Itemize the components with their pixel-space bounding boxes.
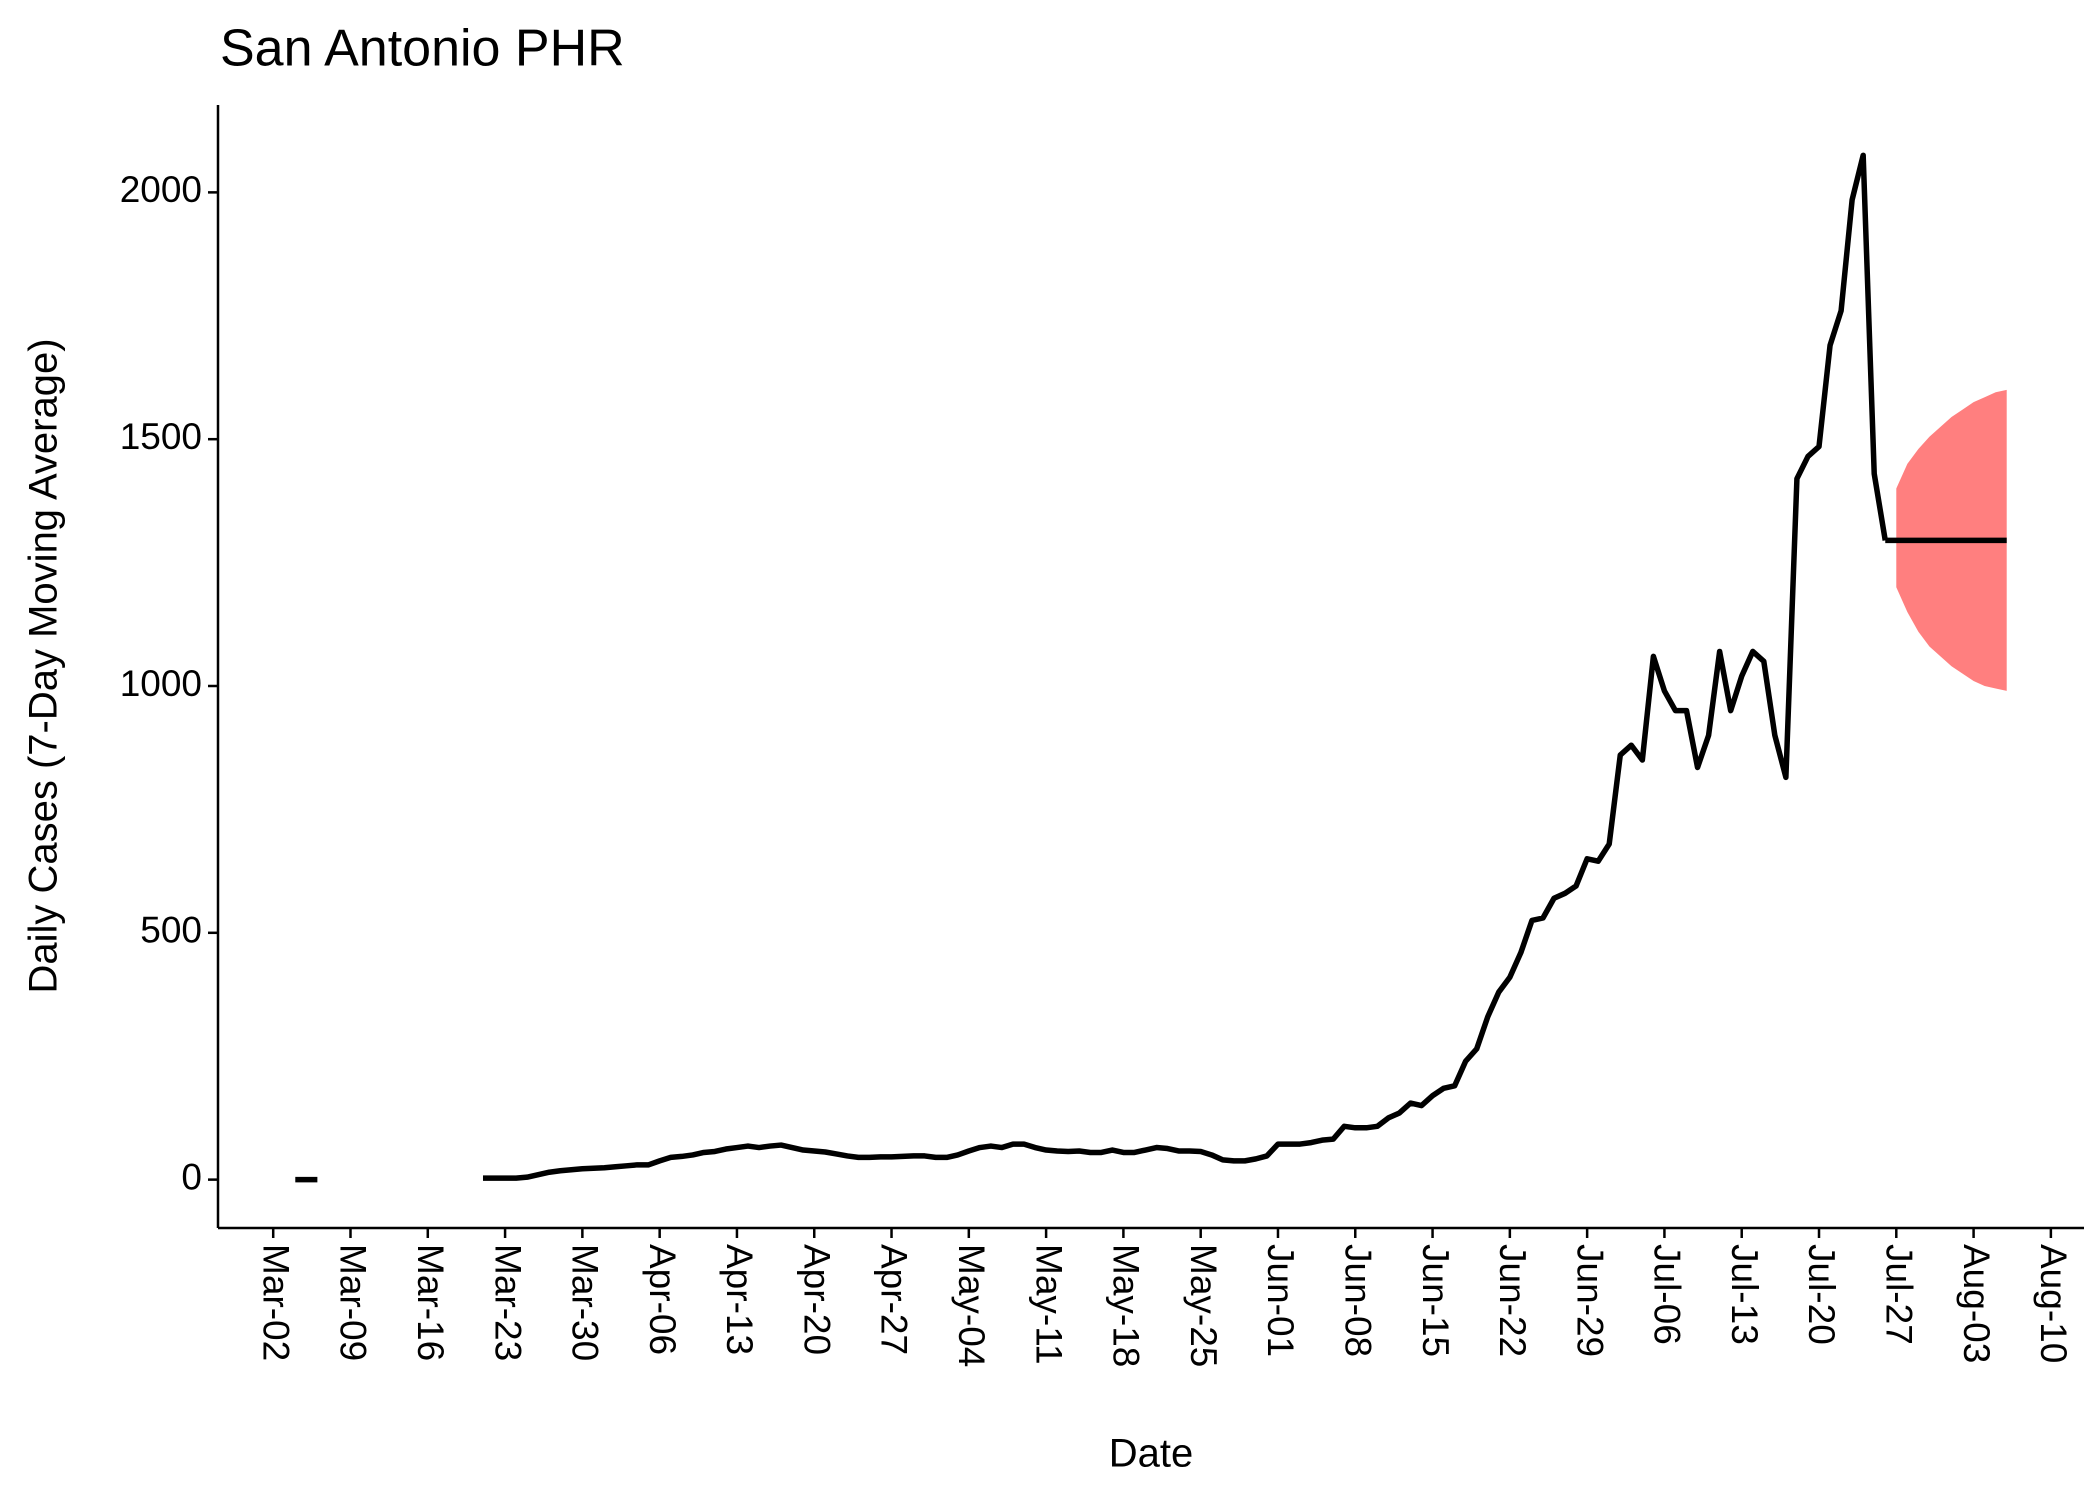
x-tick-label: Jun-22 <box>1492 1244 1533 1357</box>
x-tick-label: Apr-06 <box>642 1244 683 1355</box>
x-tick-label: Apr-13 <box>719 1244 760 1355</box>
x-tick-label: Mar-09 <box>333 1244 374 1361</box>
x-tick-label: Mar-23 <box>487 1244 528 1361</box>
y-tick-label: 500 <box>140 910 202 951</box>
x-tick-label: Jul-27 <box>1879 1244 1920 1345</box>
x-tick-label: Jul-06 <box>1647 1244 1688 1345</box>
data-line <box>295 152 1888 1183</box>
x-tick-label: Jun-08 <box>1337 1244 1378 1357</box>
x-tick-label: Apr-27 <box>874 1244 915 1355</box>
x-tick-label: Mar-30 <box>565 1244 606 1361</box>
x-tick-label: May-18 <box>1106 1244 1147 1367</box>
x-tick-label: May-25 <box>1183 1244 1224 1367</box>
y-tick-label: 2000 <box>120 169 202 210</box>
x-axis-label: Date <box>1109 1432 1194 1476</box>
x-tick-label: Jul-20 <box>1801 1244 1842 1345</box>
y-tick-label: 1500 <box>120 416 202 457</box>
x-tick-label: Jul-13 <box>1724 1244 1765 1345</box>
y-tick-label: 1000 <box>120 663 202 704</box>
x-tick-label: Aug-10 <box>2033 1244 2074 1363</box>
x-tick-label: Apr-20 <box>796 1244 837 1355</box>
x-tick-label: Jun-15 <box>1415 1244 1456 1357</box>
x-tick-label: Jun-29 <box>1569 1244 1610 1357</box>
x-tick-label: Aug-03 <box>1956 1244 1997 1363</box>
x-tick-label: May-11 <box>1028 1244 1069 1365</box>
x-tick-label: May-04 <box>951 1244 992 1367</box>
x-tick-label: Mar-16 <box>410 1244 451 1361</box>
x-tick-label: Jun-01 <box>1260 1244 1301 1357</box>
y-axis-label: Daily Cases (7-Day Moving Average) <box>22 338 66 993</box>
x-tick-label: Mar-02 <box>255 1244 296 1361</box>
chart-title: San Antonio PHR <box>220 20 625 78</box>
y-tick-label: 0 <box>181 1156 202 1197</box>
